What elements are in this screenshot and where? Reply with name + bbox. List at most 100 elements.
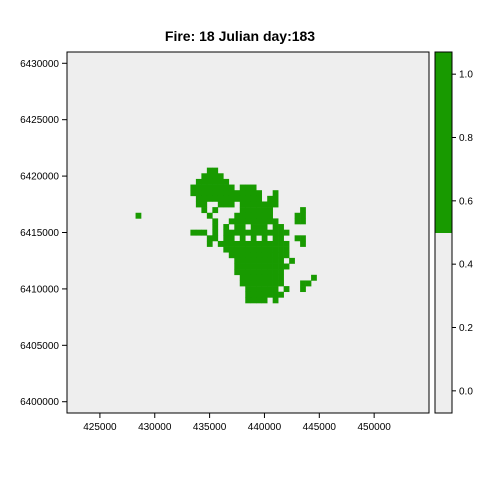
burned-cell	[250, 224, 257, 230]
burned-cell	[223, 240, 230, 247]
burned-cell	[212, 184, 219, 191]
burned-cell	[250, 297, 257, 304]
burned-cell	[256, 263, 263, 270]
burned-cell	[250, 286, 257, 293]
burned-cell	[300, 240, 306, 247]
legend-tick-label: 0.6	[459, 196, 473, 207]
burned-cell	[267, 207, 273, 214]
burned-cell	[245, 201, 252, 208]
burned-cell	[195, 195, 202, 202]
x-tick-label: 435000	[193, 422, 227, 433]
burned-cell	[234, 257, 241, 264]
burned-cell	[250, 184, 257, 191]
burned-cell	[212, 195, 219, 202]
burned-cell	[223, 201, 230, 208]
burned-cell	[195, 201, 202, 208]
y-tick-label: 6400000	[20, 397, 59, 408]
burned-cell	[300, 212, 306, 219]
burned-cell	[228, 246, 235, 253]
burned-cell	[256, 291, 263, 298]
burned-cell	[256, 257, 263, 264]
burned-cell	[250, 269, 257, 276]
burned-cell	[261, 263, 268, 270]
burned-cell	[250, 257, 257, 264]
burned-cell	[272, 235, 279, 242]
burned-cell	[300, 207, 306, 214]
burned-cell	[228, 190, 235, 197]
burned-cell	[206, 173, 213, 180]
burned-cell	[217, 195, 224, 202]
chart-title: Fire: 18 Julian day:183	[165, 28, 315, 44]
burned-cell	[267, 291, 273, 298]
burned-cell	[267, 286, 273, 293]
y-tick-label: 6410000	[20, 284, 59, 295]
burned-cell	[267, 218, 273, 225]
burned-cell	[278, 229, 284, 236]
burned-cell	[250, 190, 257, 197]
burned-cell	[250, 240, 257, 247]
burned-cell	[272, 291, 279, 298]
burned-cell	[239, 269, 246, 276]
burned-cell	[228, 240, 235, 247]
burned-cell	[201, 207, 208, 214]
burned-cell	[261, 291, 268, 298]
burned-cell	[239, 246, 246, 253]
burned-cell	[278, 291, 284, 298]
burned-cell	[267, 257, 273, 264]
burned-cell	[272, 269, 279, 276]
burned-cell	[234, 263, 241, 270]
burned-cell	[283, 246, 290, 253]
burned-cell	[272, 240, 279, 247]
burned-cell	[250, 274, 257, 281]
burned-cell	[256, 212, 263, 219]
burned-cell	[256, 218, 263, 225]
burned-cell	[272, 257, 279, 264]
burned-cell	[245, 190, 252, 197]
burned-cell	[239, 224, 246, 230]
burned-cell	[228, 235, 235, 242]
burned-cell	[245, 291, 252, 298]
burned-cell	[239, 201, 246, 208]
legend-tick-label: 0.4	[459, 260, 473, 271]
burned-cell	[261, 229, 268, 236]
burned-cell	[217, 240, 224, 247]
burned-cell	[272, 297, 279, 304]
burned-cell	[190, 229, 197, 236]
burned-cell	[267, 195, 273, 202]
burned-cell	[212, 235, 219, 242]
burned-cell	[250, 246, 257, 253]
burned-cell	[278, 246, 284, 253]
burned-cell	[261, 212, 268, 219]
burned-cell	[234, 269, 241, 276]
burned-cell	[245, 246, 252, 253]
burned-cell	[234, 246, 241, 253]
y-tick-label: 6430000	[20, 59, 59, 70]
burned-cell	[239, 274, 246, 281]
burned-cell	[206, 195, 213, 202]
burned-cell	[278, 263, 284, 270]
burned-cell	[201, 184, 208, 191]
burned-cell	[256, 201, 263, 208]
x-tick-label: 445000	[303, 422, 337, 433]
burned-cell	[206, 235, 213, 242]
burned-cell	[261, 280, 268, 287]
burned-cell	[256, 207, 263, 214]
burned-cell	[261, 240, 268, 247]
burned-cell	[256, 297, 263, 304]
burned-cell	[201, 190, 208, 197]
burned-cell	[223, 184, 230, 191]
burned-cell	[217, 201, 224, 208]
burned-cell	[278, 280, 284, 287]
burned-cell	[245, 269, 252, 276]
burned-cell	[223, 229, 230, 236]
burned-cell	[239, 252, 246, 259]
burned-cell	[261, 207, 268, 214]
burned-cell	[256, 286, 263, 293]
burned-cell	[267, 269, 273, 276]
burned-cell	[256, 280, 263, 287]
burned-cell	[217, 184, 224, 191]
legend-tick-label: 0.0	[459, 386, 473, 397]
burned-cell	[234, 190, 241, 197]
burned-cell	[195, 178, 202, 185]
burned-cell	[245, 207, 252, 214]
